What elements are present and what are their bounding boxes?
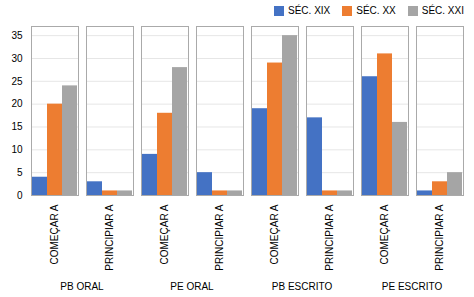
svg-text:COMEÇAR A: COMEÇAR A xyxy=(269,204,280,264)
svg-text:0: 0 xyxy=(17,190,23,201)
svg-text:30: 30 xyxy=(11,53,23,64)
svg-text:35: 35 xyxy=(11,30,23,41)
svg-text:PE ESCRITO: PE ESCRITO xyxy=(382,281,443,292)
svg-text:PRINCIPIAR A: PRINCIPIAR A xyxy=(434,204,445,270)
svg-text:PB ESCRITO: PB ESCRITO xyxy=(272,281,333,292)
svg-text:COMEÇAR A: COMEÇAR A xyxy=(49,204,60,264)
svg-text:PB ORAL: PB ORAL xyxy=(60,281,104,292)
svg-text:PRINCIPIAR A: PRINCIPIAR A xyxy=(104,204,115,270)
svg-text:COMEÇAR A: COMEÇAR A xyxy=(159,204,170,264)
svg-text:PRINCIPIAR A: PRINCIPIAR A xyxy=(324,204,335,270)
html-text:SÉC. XX: SÉC. XX xyxy=(356,5,396,16)
html-text:SÉC. XXI: SÉC. XXI xyxy=(421,5,464,16)
svg-text:PE ORAL: PE ORAL xyxy=(170,281,214,292)
svg-text:20: 20 xyxy=(11,98,23,109)
svg-text:5: 5 xyxy=(17,167,23,178)
svg-text:15: 15 xyxy=(11,121,23,132)
svg-text:25: 25 xyxy=(11,76,23,87)
svg-text:10: 10 xyxy=(11,144,23,155)
svg-text:COMEÇAR A: COMEÇAR A xyxy=(379,204,390,264)
html-text:SÉC. XIX: SÉC. XIX xyxy=(288,5,331,16)
svg-text:PRINCIPIAR A: PRINCIPIAR A xyxy=(214,204,225,270)
